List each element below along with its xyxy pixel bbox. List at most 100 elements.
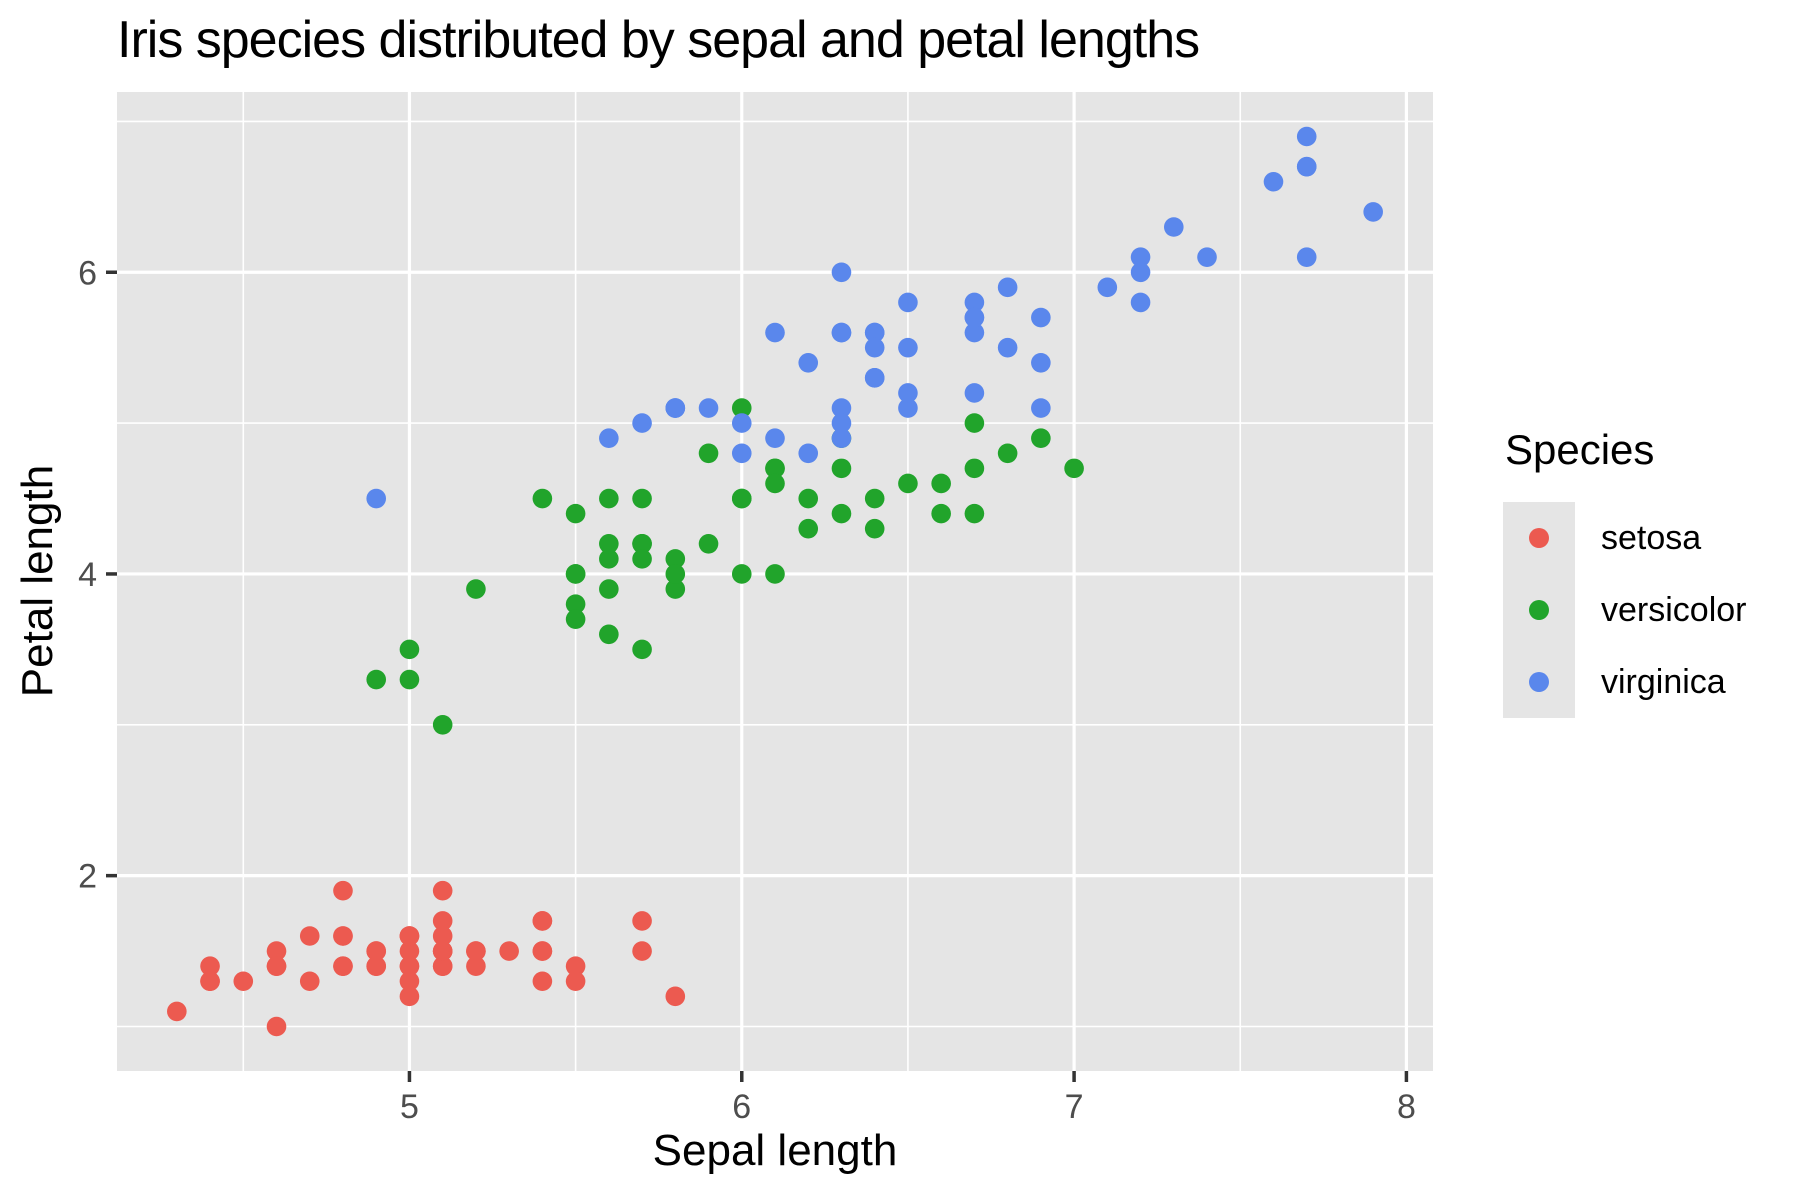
data-point-setosa [532, 941, 553, 961]
data-point-versicolor [432, 715, 453, 735]
data-point-virginica [964, 307, 985, 328]
data-point-versicolor [964, 503, 985, 524]
legend-items: setosa versicolor virginica [1503, 502, 1746, 718]
data-point-versicolor [898, 473, 918, 494]
data-point-versicolor [864, 488, 885, 509]
x-tick-label: 7 [1065, 1088, 1084, 1126]
data-point-versicolor [997, 443, 1018, 464]
data-point-versicolor [931, 503, 951, 524]
x-tick-label: 5 [400, 1088, 419, 1126]
data-point-virginica [898, 383, 918, 403]
setosa-swatch-icon [1529, 528, 1549, 548]
data-point-virginica [698, 398, 719, 418]
data-point-setosa [565, 971, 586, 992]
data-point-versicolor [565, 564, 586, 584]
data-point-virginica [898, 337, 918, 358]
data-point-versicolor [532, 488, 553, 509]
data-point-setosa [432, 880, 453, 901]
data-point-versicolor [665, 579, 686, 599]
data-point-virginica [964, 292, 985, 313]
data-point-setosa [466, 956, 486, 976]
data-point-setosa [432, 911, 453, 931]
data-point-setosa [665, 986, 686, 1007]
data-point-setosa [333, 926, 353, 946]
data-point-versicolor [864, 518, 885, 539]
data-point-setosa [432, 926, 453, 946]
data-point-setosa [366, 956, 387, 976]
virginica-swatch-icon [1529, 672, 1549, 692]
legend-key [1503, 574, 1575, 646]
data-point-virginica [964, 383, 985, 403]
data-point-versicolor [632, 639, 652, 660]
versicolor-swatch-icon [1529, 600, 1549, 620]
data-point-virginica [831, 262, 852, 283]
data-point-setosa [565, 956, 586, 976]
y-axis-title: Petal length [13, 464, 62, 698]
data-point-versicolor [931, 473, 951, 494]
data-point-versicolor [565, 609, 586, 630]
data-point-setosa [366, 941, 387, 961]
data-point-versicolor [698, 533, 719, 554]
data-point-versicolor [599, 549, 619, 569]
data-point-virginica [731, 413, 752, 433]
data-point-versicolor [599, 624, 619, 645]
data-point-versicolor [665, 564, 686, 584]
data-point-versicolor [698, 443, 719, 464]
data-point-setosa [167, 1001, 187, 1022]
data-point-setosa [499, 941, 519, 961]
data-point-setosa [299, 971, 320, 992]
legend-title: Species [1505, 426, 1655, 473]
legend-item-setosa: setosa [1503, 502, 1746, 574]
legend-item-label: virginica [1601, 662, 1726, 701]
data-point-setosa [632, 941, 652, 961]
data-point-setosa [266, 956, 287, 976]
data-point-virginica [1163, 217, 1184, 237]
data-point-versicolor [565, 594, 586, 614]
data-point-versicolor [599, 488, 619, 509]
data-point-versicolor [1031, 428, 1051, 448]
data-point-versicolor [599, 579, 619, 599]
data-point-versicolor [731, 488, 752, 509]
legend-item-label: versicolor [1601, 590, 1747, 629]
legend-key [1503, 502, 1575, 574]
plot-title: Iris species distributed by sepal and pe… [117, 11, 1200, 69]
x-tick-label: 8 [1397, 1088, 1416, 1126]
data-point-versicolor [399, 669, 420, 690]
data-point-versicolor [798, 488, 819, 509]
data-point-setosa [532, 911, 553, 931]
y-tick-label: 2 [78, 858, 97, 896]
data-point-virginica [1130, 262, 1151, 283]
data-point-setosa [399, 956, 420, 976]
data-point-virginica [831, 398, 852, 418]
data-point-versicolor [798, 518, 819, 539]
data-point-versicolor [632, 488, 652, 509]
data-point-virginica [997, 337, 1018, 358]
data-point-setosa [432, 956, 453, 976]
data-point-virginica [997, 277, 1018, 298]
data-point-virginica [1031, 398, 1051, 418]
data-point-virginica [1130, 292, 1151, 313]
data-point-virginica [1363, 202, 1383, 222]
data-point-versicolor [765, 564, 785, 584]
data-point-virginica [1296, 126, 1317, 147]
data-point-versicolor [632, 533, 652, 554]
data-point-virginica [1197, 247, 1217, 267]
data-point-virginica [798, 443, 819, 464]
data-point-versicolor [831, 458, 852, 479]
data-point-setosa [200, 956, 220, 976]
data-point-setosa [333, 956, 353, 976]
data-point-virginica [864, 322, 885, 343]
data-point-virginica [831, 428, 852, 448]
x-axis-title: Sepal length [652, 1126, 898, 1175]
data-point-virginica [798, 352, 819, 373]
legend-item-versicolor: versicolor [1503, 574, 1746, 646]
data-point-versicolor [731, 564, 752, 584]
data-point-virginica [864, 337, 885, 358]
data-point-virginica [898, 292, 918, 313]
data-point-setosa [532, 971, 553, 992]
data-point-virginica [1296, 247, 1317, 267]
y-tick-label: 4 [78, 556, 97, 594]
data-point-virginica [964, 322, 985, 343]
data-point-setosa [266, 941, 287, 961]
data-point-setosa [333, 880, 353, 901]
